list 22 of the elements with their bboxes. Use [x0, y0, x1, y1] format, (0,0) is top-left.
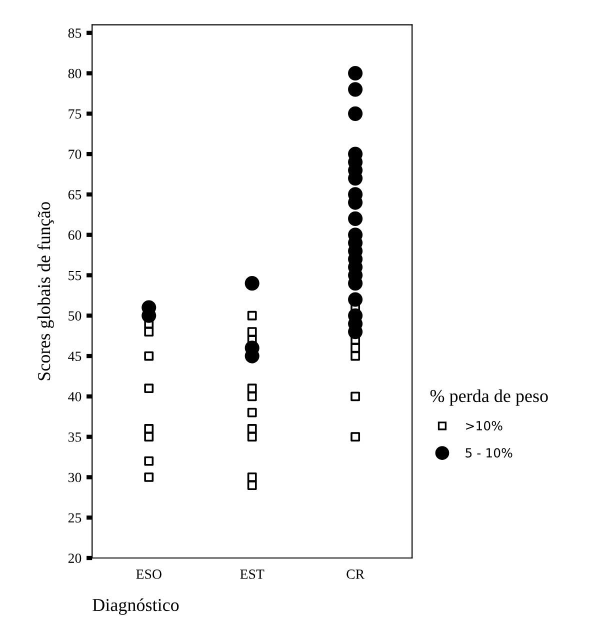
- y-tick-label: 85: [68, 28, 82, 38]
- y-tick-label: 45: [68, 352, 82, 361]
- y-tick-label: 55: [68, 270, 82, 280]
- y-tick-label: 40: [68, 392, 82, 402]
- x-tick-label: EST: [240, 570, 264, 579]
- legend-label: >10%: [466, 421, 502, 430]
- legend-label: 5 - 10%: [466, 448, 512, 458]
- y-tick-label: 70: [68, 150, 82, 160]
- y-tick-label: 25: [68, 513, 82, 523]
- legend-title: % perda de peso: [430, 389, 548, 406]
- x-tick-label: ESO: [136, 570, 162, 579]
- y-axis-title: Scores globais de função: [37, 202, 54, 380]
- y-tick-label: 75: [68, 109, 82, 119]
- y-tick-label: 50: [68, 311, 82, 321]
- x-axis-title: Diagnóstico: [92, 598, 179, 615]
- y-tick-label: 60: [68, 230, 82, 240]
- y-tick-label: 80: [68, 68, 82, 78]
- y-tick-label: 30: [68, 472, 82, 482]
- x-tick-label: CR: [346, 570, 365, 579]
- y-tick-label: 35: [68, 432, 82, 442]
- y-tick-label: 65: [68, 190, 82, 200]
- y-tick-label: 20: [68, 554, 82, 563]
